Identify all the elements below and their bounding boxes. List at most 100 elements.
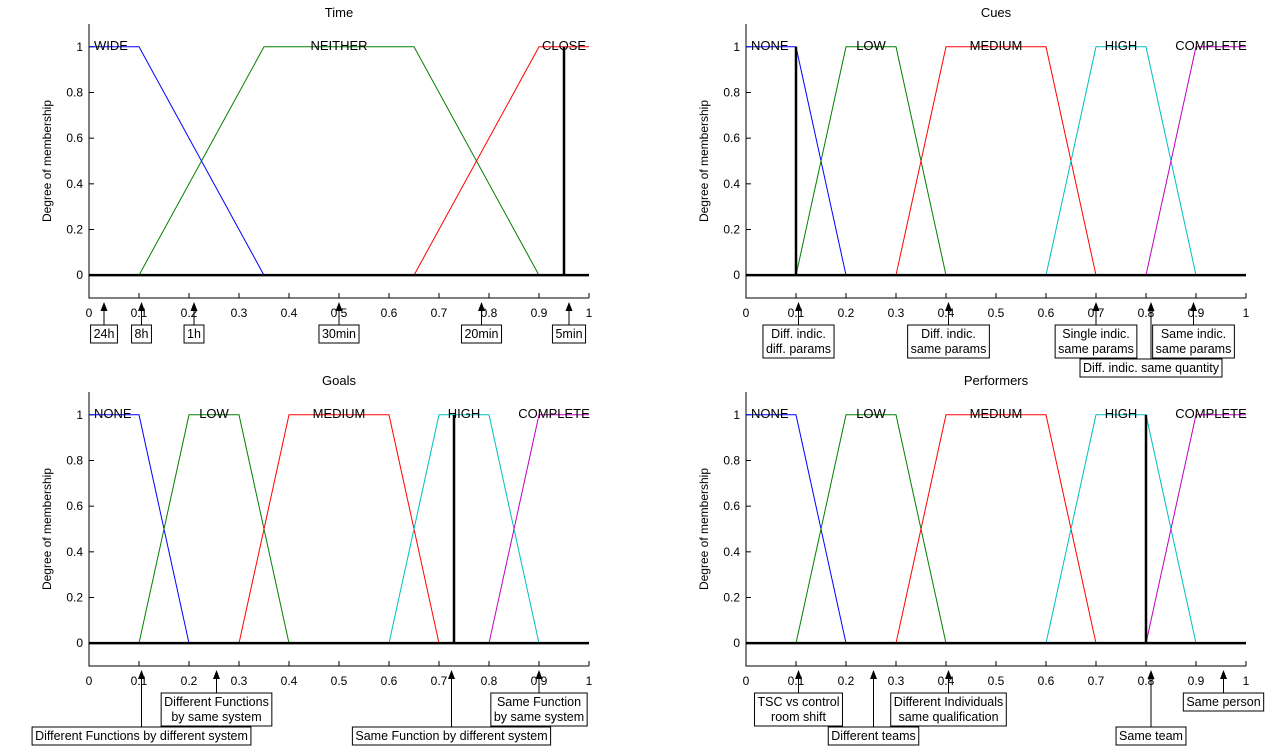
annotation-label: Same person bbox=[1182, 692, 1265, 712]
x-tick-label: 1 bbox=[586, 674, 593, 688]
annotation-box bbox=[754, 692, 843, 727]
annotation-text: Same indic. bbox=[1161, 327, 1226, 341]
x-tick-label: 0.6 bbox=[1038, 674, 1055, 688]
annotation-label: 5min bbox=[551, 324, 587, 344]
chart-title: Goals bbox=[322, 373, 356, 388]
series-line bbox=[1145, 46, 1246, 276]
annotation-box bbox=[160, 692, 273, 727]
annotation-arrowhead bbox=[795, 670, 802, 679]
annotation-text: Same Function bbox=[497, 695, 581, 709]
annotation-arrowhead bbox=[1147, 302, 1155, 311]
annotation-arrowhead bbox=[213, 670, 220, 679]
y-tick-label: 1 bbox=[733, 408, 740, 422]
annotation-box bbox=[1054, 324, 1138, 359]
series-label: LOW bbox=[856, 38, 886, 53]
annotation-text: Different Functions by different system bbox=[35, 729, 248, 743]
y-tick-label: 0.2 bbox=[66, 591, 83, 605]
annotation-box bbox=[183, 324, 205, 344]
annotation-box bbox=[31, 726, 252, 746]
y-tick-label: 0 bbox=[733, 636, 740, 650]
x-tick-label: 0.5 bbox=[988, 306, 1005, 320]
annotation-text: Diff. indic. bbox=[771, 327, 826, 341]
series-label: NONE bbox=[751, 38, 789, 53]
annotation-box bbox=[318, 324, 360, 344]
y-tick-label: 1 bbox=[76, 40, 83, 54]
annotation-box bbox=[460, 324, 503, 344]
chart-title: Cues bbox=[981, 5, 1012, 20]
annotation-text: Different Individuals bbox=[894, 695, 1004, 709]
series-label: NONE bbox=[94, 406, 132, 421]
x-tick-label: 0.4 bbox=[281, 306, 298, 320]
annotation-label: Same indic.same params bbox=[1152, 324, 1235, 359]
annotation-arrowhead bbox=[795, 302, 802, 311]
series-line bbox=[746, 46, 847, 276]
annotation-box bbox=[351, 726, 552, 746]
x-tick-label: 0.6 bbox=[381, 674, 398, 688]
x-tick-label: 0 bbox=[743, 306, 750, 320]
axes-frame bbox=[88, 24, 589, 299]
annotation-arrowhead bbox=[478, 302, 485, 311]
x-tick-label: 0.5 bbox=[331, 674, 348, 688]
chart-title: Performers bbox=[964, 373, 1029, 388]
annotation-arrowhead bbox=[870, 670, 877, 679]
y-tick-label: 0.4 bbox=[66, 177, 83, 191]
annotation-text: Diff. indic. bbox=[921, 327, 976, 341]
chart-title: Time bbox=[325, 5, 353, 20]
annotation-text: 24h bbox=[94, 327, 115, 341]
y-tick-label: 1 bbox=[76, 408, 83, 422]
annotation-text: by same system bbox=[171, 710, 261, 724]
annotation-box bbox=[1182, 692, 1265, 712]
annotation-box bbox=[131, 324, 152, 344]
x-tick-label: 0.9 bbox=[1188, 306, 1205, 320]
y-axis-label: Degree of membership bbox=[40, 100, 54, 222]
x-tick-label: 0.2 bbox=[181, 674, 198, 688]
x-tick-label: 1 bbox=[586, 306, 593, 320]
annotation-box bbox=[551, 324, 587, 344]
annotation-arrowhead bbox=[1220, 670, 1227, 679]
annotation-text: 8h bbox=[135, 327, 149, 341]
annotation-arrowhead bbox=[565, 302, 573, 311]
series-line bbox=[1145, 414, 1246, 644]
series-label: COMPLETE bbox=[1175, 406, 1247, 421]
series-label: LOW bbox=[856, 406, 886, 421]
series-line bbox=[138, 46, 540, 276]
annotation-box bbox=[1152, 324, 1235, 359]
annotation-label: 1h bbox=[183, 324, 205, 344]
annotation-arrowhead bbox=[190, 302, 198, 311]
annotation-box bbox=[1079, 358, 1223, 378]
series-label: HIGH bbox=[1105, 38, 1138, 53]
annotation-text: 1h bbox=[187, 327, 201, 341]
x-tick-label: 1 bbox=[1243, 306, 1250, 320]
annotation-box bbox=[890, 692, 1007, 727]
annotation-text: Same Function by different system bbox=[355, 729, 547, 743]
annotation-box bbox=[1115, 726, 1187, 746]
series-label: WIDE bbox=[94, 38, 128, 53]
annotation-arrowhead bbox=[335, 302, 343, 311]
annotation-label: Same team bbox=[1115, 726, 1187, 746]
y-tick-label: 0.4 bbox=[723, 545, 740, 559]
annotation-text: Different Functions bbox=[164, 695, 269, 709]
y-tick-label: 0 bbox=[76, 268, 83, 282]
x-tick-label: 0.7 bbox=[431, 674, 448, 688]
y-axis-label: Degree of membership bbox=[697, 100, 711, 222]
y-tick-label: 0 bbox=[733, 268, 740, 282]
y-tick-label: 0.6 bbox=[66, 499, 83, 513]
annotation-text: same qualification bbox=[898, 710, 998, 724]
annotation-label: 20min bbox=[460, 324, 503, 344]
annotation-arrowhead bbox=[1092, 302, 1100, 311]
x-tick-label: 0.3 bbox=[231, 306, 248, 320]
series-line bbox=[89, 414, 190, 644]
annotation-label: Same Function by different system bbox=[351, 726, 552, 746]
series-line bbox=[1045, 414, 1197, 644]
x-tick-label: 0 bbox=[86, 306, 93, 320]
x-tick-label: 0.8 bbox=[481, 674, 498, 688]
series-label: LOW bbox=[199, 406, 229, 421]
annotation-text: Different teams bbox=[831, 729, 916, 743]
